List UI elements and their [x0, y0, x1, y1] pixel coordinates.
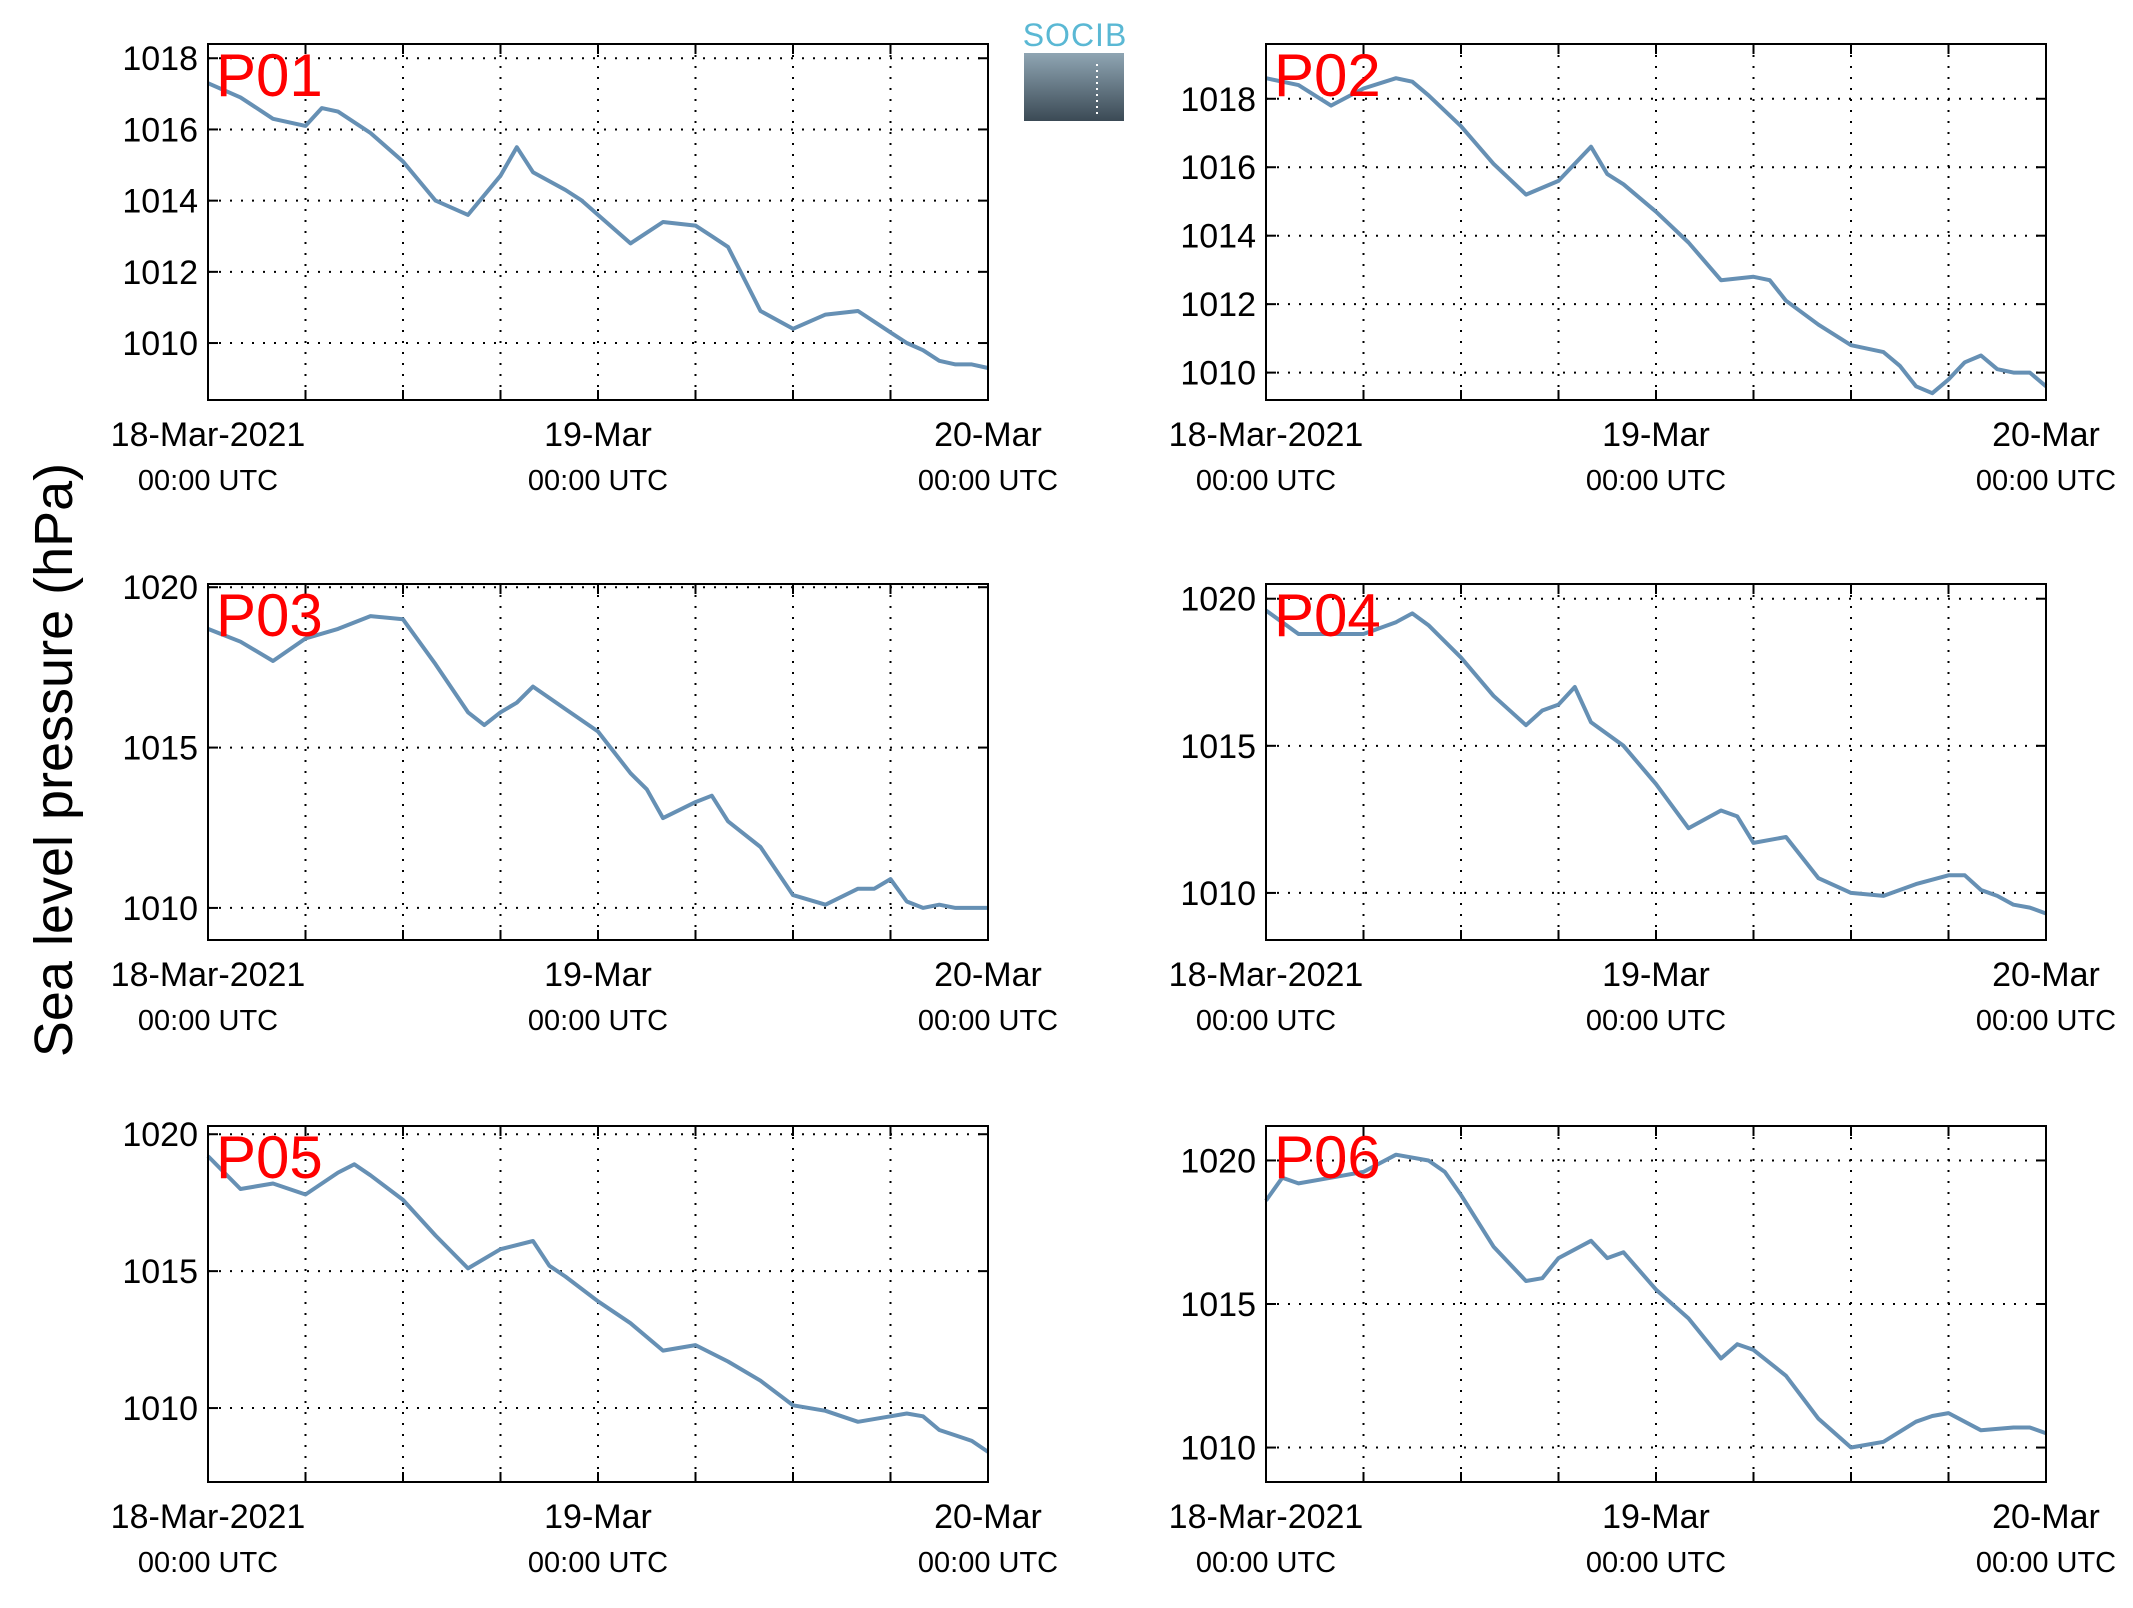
x-tick-sublabel: 00:00 UTC [1976, 465, 2116, 497]
x-tick-sublabel: 00:00 UTC [918, 1547, 1058, 1579]
x-tick-sublabel: 00:00 UTC [1196, 1547, 1336, 1579]
y-tick-label: 1012 [1180, 286, 1256, 324]
series-line-p01 [207, 81, 989, 370]
x-tick-label: 19-Mar [544, 956, 652, 994]
axes-frame [207, 583, 989, 941]
x-tick-sublabel: 00:00 UTC [1196, 465, 1336, 497]
y-tick-label: 1012 [122, 254, 198, 292]
x-tick-label: 18-Mar-2021 [111, 956, 306, 994]
y-tick-label: 1014 [1180, 218, 1256, 256]
x-tick-sublabel: 00:00 UTC [138, 465, 278, 497]
socib-logo: SOCIB [1023, 17, 1128, 121]
y-tick-label: 1020 [1180, 1142, 1256, 1180]
x-tick-label: 18-Mar-2021 [111, 1498, 306, 1536]
x-tick-label: 18-Mar-2021 [111, 416, 306, 454]
panel-p03: 1010 1015 1020 18-Mar-2021 00:00 UTC 19-Mar 00… [111, 569, 1058, 1037]
y-tick-label: 1018 [1180, 81, 1256, 119]
series-line-p06 [1264, 1152, 2047, 1450]
x-tick-sublabel: 00:00 UTC [918, 465, 1058, 497]
x-tick-sublabel: 00:00 UTC [528, 1547, 668, 1579]
x-tick-sublabel: 00:00 UTC [528, 1005, 668, 1037]
y-tick-label: 1015 [122, 730, 198, 768]
panel-p02: 1010 1012 1014 1016 1018 18-Mar-2021 00:00 UTC… [1169, 42, 2116, 497]
y-tick-label: 1020 [1180, 581, 1256, 619]
axes-frame [207, 1125, 989, 1483]
y-tick-label: 1020 [122, 569, 198, 607]
y-tick-label: 1015 [122, 1253, 198, 1291]
y-tick-label: 1010 [122, 1390, 198, 1428]
x-tick-sublabel: 00:00 UTC [918, 1005, 1058, 1037]
x-tick-label: 20-Mar [934, 1498, 1042, 1536]
x-tick-sublabel: 00:00 UTC [528, 465, 668, 497]
y-tick-label: 1010 [122, 325, 198, 363]
y-tick-label: 1010 [1180, 355, 1256, 393]
x-tick-label: 20-Mar [934, 416, 1042, 454]
y-tick-label: 1018 [122, 40, 198, 78]
y-tick-label: 1020 [122, 1116, 198, 1154]
panel-label: P06 [1274, 1124, 1381, 1191]
panel-label: P05 [216, 1124, 323, 1191]
x-tick-label: 20-Mar [934, 956, 1042, 994]
y-tick-label: 1014 [122, 183, 198, 221]
y-tick-label: 1016 [1180, 149, 1256, 187]
x-tick-label: 19-Mar [1602, 1498, 1710, 1536]
series-line-p05 [206, 1154, 990, 1454]
series-line-p04 [1264, 608, 2047, 916]
axes-frame [1265, 583, 2047, 941]
logo-text: SOCIB [1023, 17, 1128, 53]
panel-label: P03 [216, 582, 323, 649]
x-tick-sublabel: 00:00 UTC [138, 1547, 278, 1579]
y-tick-label: 1010 [1180, 875, 1256, 913]
x-tick-label: 19-Mar [544, 416, 652, 454]
panel-p04: 1010 1015 1020 18-Mar-2021 00:00 UTC 19-Mar 00… [1169, 581, 2116, 1037]
panel-label: P04 [1274, 582, 1381, 649]
panel-label: P02 [1274, 42, 1381, 109]
x-tick-label: 20-Mar [1992, 416, 2100, 454]
x-tick-sublabel: 00:00 UTC [1976, 1547, 2116, 1579]
x-tick-label: 19-Mar [544, 1498, 652, 1536]
x-tick-sublabel: 00:00 UTC [1586, 1547, 1726, 1579]
x-tick-sublabel: 00:00 UTC [1586, 1005, 1726, 1037]
y-tick-label: 1015 [1180, 1286, 1256, 1324]
x-tick-label: 19-Mar [1602, 416, 1710, 454]
x-tick-label: 20-Mar [1992, 956, 2100, 994]
series-line-p02 [1265, 76, 2048, 396]
y-axis-label: Sea level pressure (hPa) [24, 463, 84, 1057]
x-tick-sublabel: 00:00 UTC [1586, 465, 1726, 497]
x-tick-sublabel: 00:00 UTC [138, 1005, 278, 1037]
y-tick-label: 1010 [122, 890, 198, 928]
y-tick-label: 1016 [122, 111, 198, 149]
panel-p05: 1010 1015 1020 18-Mar-2021 00:00 UTC 19-Mar 00… [111, 1116, 1058, 1579]
series-line-p03 [207, 614, 988, 910]
panel-p01: 1010 1012 1014 1016 1018 18-Mar-2021 00:00 UTC… [111, 40, 1058, 497]
panel-p06: 1010 1015 1020 18-Mar-2021 00:00 UTC 19-Mar 00… [1169, 1124, 2116, 1579]
panel-label: P01 [216, 42, 323, 109]
x-tick-label: 19-Mar [1602, 956, 1710, 994]
x-tick-label: 20-Mar [1992, 1498, 2100, 1536]
y-tick-label: 1010 [1180, 1430, 1256, 1468]
axes-frame [207, 43, 989, 401]
axes-frame [1265, 43, 2047, 401]
y-tick-label: 1015 [1180, 728, 1256, 766]
axes-frame [1265, 1125, 2047, 1483]
x-tick-label: 18-Mar-2021 [1169, 956, 1364, 994]
x-tick-sublabel: 00:00 UTC [1976, 1005, 2116, 1037]
x-tick-label: 18-Mar-2021 [1169, 1498, 1364, 1536]
x-tick-sublabel: 00:00 UTC [1196, 1005, 1336, 1037]
x-tick-label: 18-Mar-2021 [1169, 416, 1364, 454]
